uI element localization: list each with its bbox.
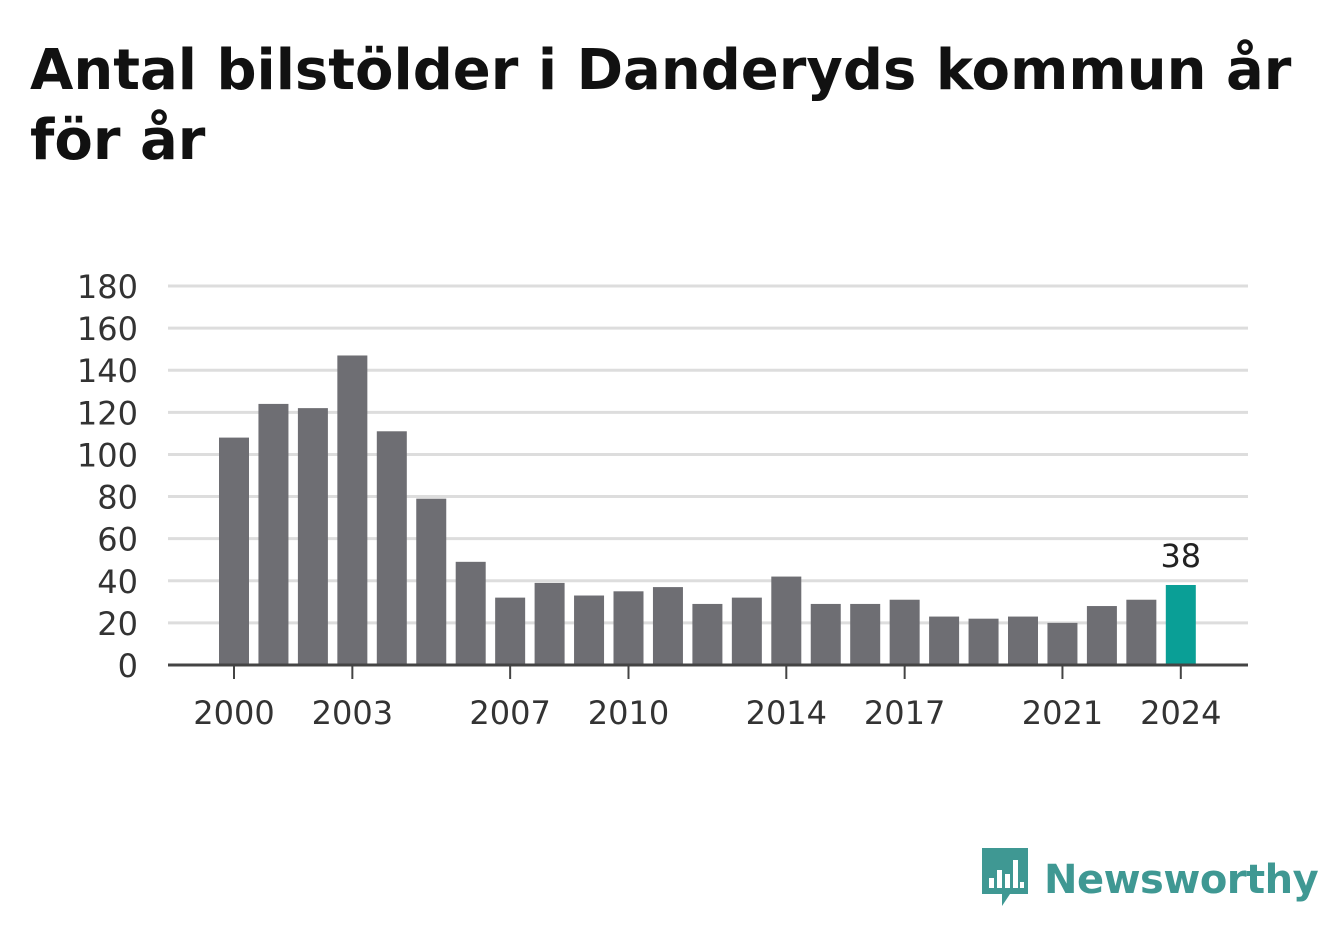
- y-tick-label: 60: [97, 521, 138, 559]
- bar-2001: [258, 403, 289, 665]
- y-tick-label: 140: [77, 352, 138, 390]
- bar-2000: [219, 437, 249, 665]
- x-tick-label: 2021: [1022, 694, 1103, 732]
- bar-2019: [968, 618, 999, 665]
- chart-title: Antal bilstölder i Danderyds kommun år f…: [30, 38, 1292, 173]
- bar-2014: [771, 576, 802, 665]
- y-tick-label: 80: [97, 479, 138, 517]
- bar-2021: [1047, 622, 1078, 665]
- bar-2015: [810, 603, 841, 665]
- x-tick-label: 2003: [312, 694, 393, 732]
- y-tick-label: 0: [118, 647, 138, 685]
- y-tick-label: 40: [97, 563, 138, 601]
- x-tick-label: 2010: [588, 694, 669, 732]
- brand-name: Newsworthy: [1044, 856, 1319, 903]
- bar-2012: [692, 603, 723, 665]
- x-tick-label: 2000: [193, 694, 274, 732]
- bar-2010: [613, 591, 644, 665]
- x-tick-label: 2007: [469, 694, 550, 732]
- bar-2007: [495, 597, 526, 665]
- y-tick-label: 120: [77, 394, 138, 432]
- data-label: 38: [1160, 537, 1201, 575]
- bar-2006: [455, 561, 486, 665]
- y-axis-ticks: 0 20 40 60 80 100 120 140 160 180: [77, 268, 138, 685]
- bar-2017: [889, 599, 920, 665]
- x-tick-label: 2014: [746, 694, 827, 732]
- newsworthy-logo-icon: [980, 846, 1030, 913]
- bars: [219, 355, 1196, 665]
- bar-2008: [534, 582, 565, 665]
- bar-2011: [652, 587, 683, 665]
- bar-2020: [1008, 616, 1038, 665]
- x-tick-label: 2017: [864, 694, 945, 732]
- y-tick-label: 100: [77, 436, 138, 474]
- bar-2018: [929, 616, 960, 665]
- brand-logo: Newsworthy: [980, 846, 1319, 913]
- grid-lines: [168, 284, 1248, 625]
- bar-2004: [376, 431, 407, 665]
- bar-2002: [297, 408, 328, 665]
- bar-2009: [574, 595, 605, 665]
- bar-2024: [1165, 584, 1196, 665]
- x-axis: 2000 2003 2007 2010 2014 2017 2021 2024: [168, 663, 1248, 732]
- x-tick-label: 2024: [1140, 694, 1221, 732]
- y-tick-label: 180: [77, 268, 138, 306]
- bar-2005: [416, 498, 447, 665]
- y-tick-label: 160: [77, 310, 138, 348]
- y-tick-label: 20: [97, 605, 138, 643]
- bar-2023: [1126, 599, 1157, 665]
- bar-2013: [731, 597, 762, 665]
- bar-2016: [850, 603, 881, 665]
- bar-2003: [337, 355, 368, 665]
- data-labels: 38: [1160, 537, 1201, 575]
- bar-2022: [1086, 606, 1117, 665]
